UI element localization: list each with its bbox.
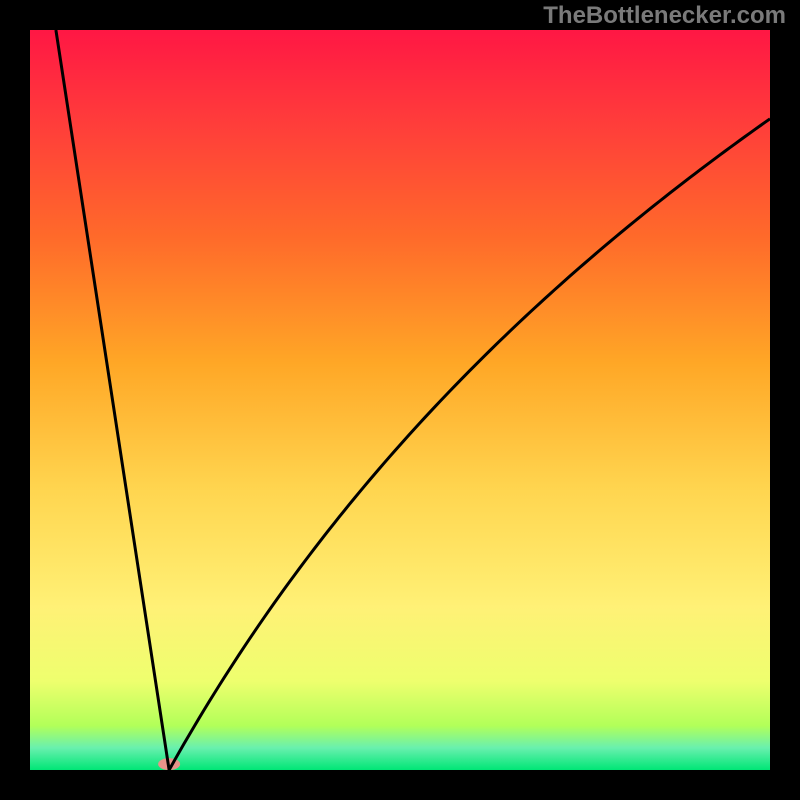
gradient-background (30, 30, 770, 770)
chart-container: TheBottlenecker.com (0, 0, 800, 800)
chart-svg (30, 30, 770, 770)
plot-area (30, 30, 770, 770)
watermark-text: TheBottlenecker.com (543, 2, 786, 30)
